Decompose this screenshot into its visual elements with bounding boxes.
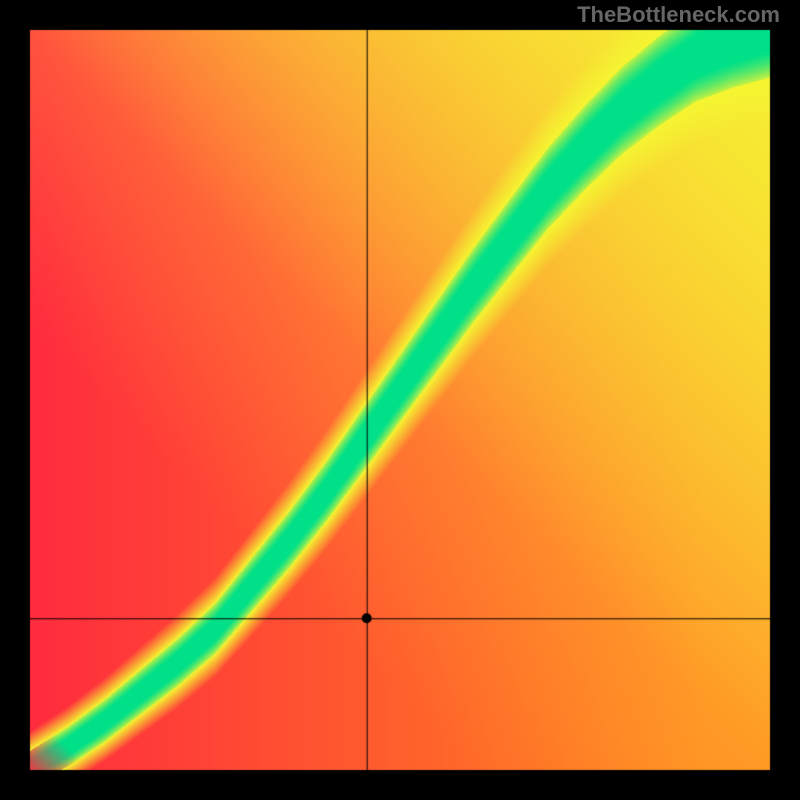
chart-container: TheBottleneck.com	[0, 0, 800, 800]
bottleneck-heatmap	[0, 0, 800, 800]
watermark-text: TheBottleneck.com	[577, 2, 780, 28]
